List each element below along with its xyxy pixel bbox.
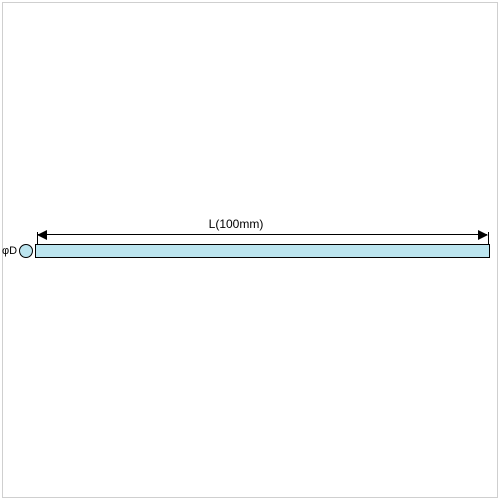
dimension-arrow-left-icon bbox=[37, 230, 47, 240]
length-dimension-line bbox=[38, 234, 487, 235]
rod-side-view bbox=[35, 244, 490, 258]
diagram-canvas: φD L(100mm) bbox=[0, 0, 500, 500]
rod-cross-section-circle bbox=[19, 244, 33, 258]
diameter-label: φD bbox=[2, 245, 17, 257]
extension-line-right bbox=[488, 232, 489, 244]
extension-line-left bbox=[37, 232, 38, 244]
length-label: L(100mm) bbox=[209, 217, 264, 231]
dimension-arrow-right-icon bbox=[478, 230, 488, 240]
